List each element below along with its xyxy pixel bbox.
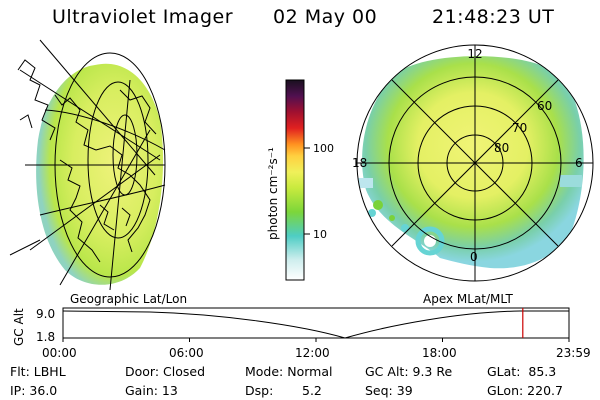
dsp-value: 5.2: [302, 383, 322, 398]
mlt-label-18: 18: [352, 156, 367, 170]
colorbar-unit-label: photon cm⁻²s⁻¹: [266, 147, 280, 240]
altitude-ytick-bottom: 1.8: [36, 330, 55, 344]
door-info: Door: Closed: [125, 364, 206, 379]
altitude-ylabel: GC Alt: [12, 308, 26, 346]
colorbar-tick-10: 10: [313, 228, 327, 241]
time-label: 21:48:23 UT: [432, 6, 555, 28]
apex-panel-label: Apex MLat/MLT: [423, 292, 513, 306]
gc-alt-info: GC Alt: 9.3 Re: [365, 364, 453, 379]
glat-info: GLat: 85.3: [487, 364, 557, 379]
xtick-2359: 23:59: [556, 346, 591, 360]
geo-panel-label: Geographic Lat/Lon: [70, 292, 188, 306]
mlt-label-6: 6: [575, 156, 583, 170]
xtick-1800: 18:00: [422, 346, 457, 360]
filter-info: Flt: LBHL: [10, 364, 66, 379]
mlt-label-12: 12: [467, 47, 482, 61]
altitude-ytick-top: 9.0: [36, 307, 55, 321]
seq-info: Seq: 39: [365, 383, 413, 398]
mlat-label-60: 60: [537, 99, 552, 113]
glon-info: GLon: 220.7: [487, 383, 563, 398]
dsp-info: Dsp:: [245, 383, 274, 398]
mlat-label-70: 70: [512, 121, 527, 135]
ip-info: IP: 36.0: [10, 383, 58, 398]
mlat-label-80: 80: [494, 141, 509, 155]
xtick-0000: 00:00: [42, 346, 77, 360]
polar-panel: [356, 44, 594, 282]
xtick-1200: 12:00: [295, 346, 330, 360]
window-title: Ultraviolet Imager: [52, 6, 234, 28]
mlt-label-0: 0: [470, 250, 478, 264]
geo-grid: [9, 39, 166, 291]
altitude-curve: [62, 310, 569, 339]
colorbar-tick-100: 100: [313, 142, 334, 155]
polar-grid: [356, 44, 594, 282]
coastlines: [17, 59, 157, 263]
color-bar: [285, 79, 310, 281]
geographic-panel: [9, 39, 166, 291]
altitude-plot: [62, 307, 570, 342]
date-label: 02 May 00: [273, 6, 378, 28]
gain-info: Gain: 13: [125, 383, 178, 398]
mode-info: Mode: Normal: [245, 364, 333, 379]
xtick-0600: 06:00: [169, 346, 204, 360]
